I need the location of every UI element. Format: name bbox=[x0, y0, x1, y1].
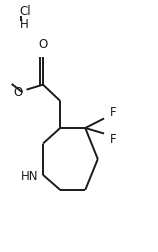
Text: O: O bbox=[13, 86, 23, 99]
Text: F: F bbox=[109, 106, 116, 119]
Text: HN: HN bbox=[21, 170, 38, 183]
Text: F: F bbox=[109, 133, 116, 146]
Text: O: O bbox=[38, 38, 48, 51]
Text: Cl: Cl bbox=[19, 5, 31, 18]
Text: H: H bbox=[19, 18, 28, 31]
